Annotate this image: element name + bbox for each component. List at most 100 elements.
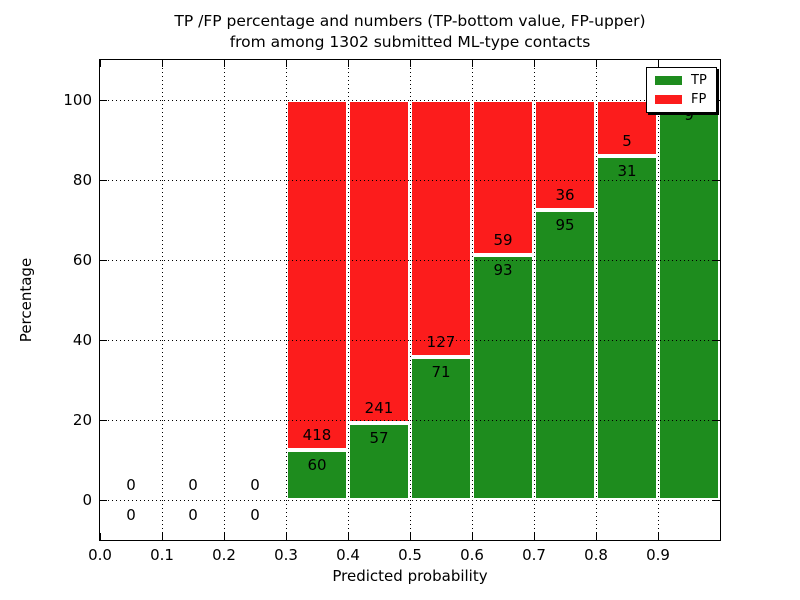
tick-right: [713, 500, 720, 501]
bar-count-label-fp: 241: [364, 399, 394, 418]
x-tick-label: 0.5: [398, 546, 422, 564]
chart-title-line1: TP /FP percentage and numbers (TP-bottom…: [174, 12, 646, 30]
tick-top: [224, 60, 225, 67]
y-axis-label: Percentage: [17, 257, 35, 343]
tick-top: [286, 60, 287, 67]
bar-segment-tp: [348, 423, 410, 500]
gridline-vertical: [596, 60, 597, 540]
bar-segment-fp: [472, 100, 534, 256]
y-tick-label: 20: [72, 411, 92, 429]
bar-count-label-fp: 0: [126, 476, 136, 494]
tick-left: [100, 500, 107, 501]
tick-left: [100, 260, 107, 261]
bar-segment-fp: [410, 100, 472, 357]
gridline-vertical: [348, 60, 349, 540]
tick-bottom: [100, 533, 101, 540]
bar-segment-tp: [410, 356, 472, 500]
gridline-vertical: [410, 60, 411, 540]
bar-segment-tp: [286, 449, 348, 500]
chart-title: TP /FP percentage and numbers (TP-bottom…: [100, 11, 720, 53]
tick-bottom: [410, 533, 411, 540]
y-tick-label: 100: [63, 91, 92, 109]
x-tick-label: 0.7: [522, 546, 546, 564]
legend-label-tp: TP: [691, 73, 707, 88]
bar-segment-tp: [472, 255, 534, 500]
y-tick-label: 80: [72, 171, 92, 189]
tick-top: [534, 60, 535, 67]
bar-count-label-fp: 5: [622, 131, 632, 150]
bar-count-label-tp: 60: [307, 455, 327, 474]
bar-segment-tp: [596, 155, 658, 500]
gridline-vertical: [224, 60, 225, 540]
tick-bottom: [596, 533, 597, 540]
bar-count-label-tp: 0: [188, 506, 198, 524]
legend-label-fp: FP: [691, 92, 707, 107]
tick-right: [713, 420, 720, 421]
tick-bottom: [286, 533, 287, 540]
bar-count-label-fp: 0: [250, 476, 260, 494]
legend-swatch-fp: [655, 95, 682, 104]
bar-count-label-tp: 9: [684, 106, 694, 124]
bar-count-label-fp: 0: [188, 476, 198, 494]
tick-bottom: [348, 533, 349, 540]
x-tick-label: 0.0: [88, 546, 112, 564]
bar-segment-fp: [348, 100, 410, 424]
x-axis-label: Predicted probability: [332, 567, 488, 585]
bar-count-label-fp: 59: [493, 231, 513, 250]
bar-count-label-tp: 31: [617, 161, 637, 180]
y-tick-label: 40: [72, 331, 92, 349]
bar-count-label-tp: 0: [250, 506, 260, 524]
tick-top: [472, 60, 473, 67]
x-tick-label: 0.6: [460, 546, 484, 564]
tick-top: [658, 60, 659, 67]
gridline-vertical: [286, 60, 287, 540]
tick-left: [100, 100, 107, 101]
legend-item: TP: [655, 74, 707, 87]
tick-top: [348, 60, 349, 67]
bar-segment-fp: [534, 100, 596, 210]
tick-top: [162, 60, 163, 67]
tick-right: [713, 340, 720, 341]
legend: TP FP: [646, 67, 717, 113]
x-tick-label: 0.2: [212, 546, 236, 564]
x-tick-label: 0.3: [274, 546, 298, 564]
tick-bottom: [658, 533, 659, 540]
tick-left: [100, 340, 107, 341]
bar-segment-tp: [658, 100, 720, 500]
tick-bottom: [472, 533, 473, 540]
chart-title-line2: from among 1302 submitted ML-type contac…: [229, 33, 591, 51]
bar-count-label-fp: 418: [302, 425, 332, 444]
tick-top: [596, 60, 597, 67]
bar-count-label-tp: 0: [126, 506, 136, 524]
gridline-vertical: [534, 60, 535, 540]
gridline-vertical: [658, 60, 659, 540]
bar-segment-fp: [286, 100, 348, 450]
bar-count-label-tp: 57: [369, 429, 389, 448]
x-tick-label: 0.4: [336, 546, 360, 564]
tick-top: [100, 60, 101, 67]
tick-bottom: [162, 533, 163, 540]
tick-right: [713, 180, 720, 181]
tick-top: [410, 60, 411, 67]
bar-count-label-tp: 93: [493, 261, 513, 280]
bar-segment-tp: [534, 209, 596, 500]
tick-bottom: [224, 533, 225, 540]
x-tick-label: 0.8: [584, 546, 608, 564]
y-tick-label: 60: [72, 251, 92, 269]
tick-left: [100, 420, 107, 421]
bar-count-label-tp: 71: [431, 362, 451, 381]
legend-item: FP: [655, 93, 707, 106]
bar-count-label-tp: 95: [555, 215, 575, 234]
x-tick-label: 0.9: [646, 546, 670, 564]
gridline-vertical: [162, 60, 163, 540]
y-tick-label: 0: [82, 491, 92, 509]
x-tick-label: 0.1: [150, 546, 174, 564]
legend-swatch-tp: [655, 76, 682, 85]
bar-count-label-fp: 127: [426, 332, 456, 351]
gridline-vertical: [472, 60, 473, 540]
tick-left: [100, 180, 107, 181]
bar-count-label-fp: 36: [555, 185, 575, 204]
tick-right: [713, 260, 720, 261]
